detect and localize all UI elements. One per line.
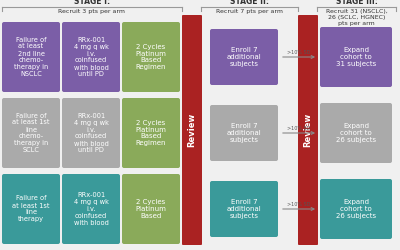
FancyBboxPatch shape: [298, 15, 318, 245]
Text: Enroll 7
additional
subjects: Enroll 7 additional subjects: [227, 199, 261, 219]
Text: RRx-001
4 mg q wk
i.v.
coinfused
with blood
until PD: RRx-001 4 mg q wk i.v. coinfused with bl…: [74, 36, 108, 78]
FancyBboxPatch shape: [2, 22, 60, 92]
Text: Recruit 7 pts per arm: Recruit 7 pts per arm: [216, 9, 283, 14]
Text: 2 Cycles
Platinum
Based
Regimen: 2 Cycles Platinum Based Regimen: [136, 120, 166, 146]
Text: Recruit 31 (NSCLC),
26 (SCLC, HGNEC)
pts per arm: Recruit 31 (NSCLC), 26 (SCLC, HGNEC) pts…: [326, 9, 387, 26]
FancyBboxPatch shape: [122, 98, 180, 168]
Text: STAGE III:: STAGE III:: [336, 0, 378, 6]
Text: 2 Cycles
Platinum
Based
Regimen: 2 Cycles Platinum Based Regimen: [136, 44, 166, 70]
Text: Enroll 7
additional
subjects: Enroll 7 additional subjects: [227, 123, 261, 143]
Text: Failure of
at least 1st
line
chemo-
therapy in
SCLC: Failure of at least 1st line chemo- ther…: [12, 112, 50, 154]
Text: Expand
cohort to
26 subjects: Expand cohort to 26 subjects: [336, 199, 376, 219]
Text: RRx-001
4 mg q wk
i.v.
coinfused
with blood
until PD: RRx-001 4 mg q wk i.v. coinfused with bl…: [74, 112, 108, 154]
Text: RRx-001
4 mg q wk
i.v.
coinfused
with blood: RRx-001 4 mg q wk i.v. coinfused with bl…: [74, 192, 108, 226]
Text: Failure of
at least 1st
line
therapy: Failure of at least 1st line therapy: [12, 196, 50, 222]
Text: 2 Cycles
Platinum
Based: 2 Cycles Platinum Based: [136, 199, 166, 219]
Text: >10% SD: >10% SD: [287, 50, 311, 56]
FancyBboxPatch shape: [2, 98, 60, 168]
FancyBboxPatch shape: [122, 174, 180, 244]
FancyBboxPatch shape: [2, 174, 60, 244]
FancyBboxPatch shape: [210, 105, 278, 161]
FancyBboxPatch shape: [210, 29, 278, 85]
FancyBboxPatch shape: [210, 181, 278, 237]
Text: Review: Review: [188, 113, 196, 147]
FancyBboxPatch shape: [320, 103, 392, 163]
Text: Expand
cohort to
26 subjects: Expand cohort to 26 subjects: [336, 123, 376, 143]
Text: Recruit 3 pts per arm: Recruit 3 pts per arm: [58, 9, 126, 14]
Text: Review: Review: [304, 113, 312, 147]
Text: >10% SD: >10% SD: [287, 126, 311, 132]
Text: STAGE I:: STAGE I:: [74, 0, 110, 6]
FancyBboxPatch shape: [62, 98, 120, 168]
FancyBboxPatch shape: [62, 22, 120, 92]
Text: Expand
cohort to
31 subjects: Expand cohort to 31 subjects: [336, 47, 376, 67]
Text: >10% SD: >10% SD: [287, 202, 311, 207]
Text: Failure of
at least
2nd line
chemo-
therapy in
NSCLC: Failure of at least 2nd line chemo- ther…: [14, 36, 48, 78]
FancyBboxPatch shape: [320, 179, 392, 239]
FancyBboxPatch shape: [320, 27, 392, 87]
FancyBboxPatch shape: [62, 174, 120, 244]
Text: Enroll 7
additional
subjects: Enroll 7 additional subjects: [227, 47, 261, 67]
FancyBboxPatch shape: [122, 22, 180, 92]
FancyBboxPatch shape: [182, 15, 202, 245]
Text: STAGE II:: STAGE II:: [230, 0, 269, 6]
